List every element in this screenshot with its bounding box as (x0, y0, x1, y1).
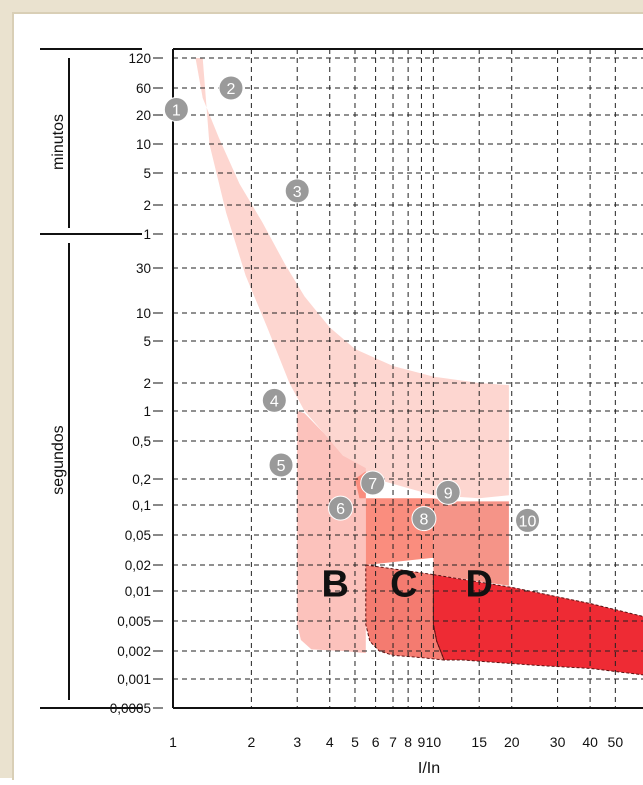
x-tick-label-20: 20 (504, 734, 520, 750)
y-tick-label-10: 2 (143, 376, 151, 391)
marker-label-2: 2 (227, 81, 236, 98)
y-tick-label-9: 5 (143, 334, 151, 349)
x-tick-label-15: 15 (471, 734, 487, 750)
y-tick-label-1: 60 (136, 81, 151, 96)
marker-label-3: 3 (293, 184, 302, 201)
tripping-curve-chart: 12060201052130105210,50,20,10,050,020,01… (40, 48, 643, 777)
x-tick-label-3: 3 (293, 734, 301, 750)
x-tick-label-50: 50 (608, 734, 624, 750)
x-tick-label-5: 5 (351, 734, 359, 750)
marker-circle-10 (515, 507, 541, 533)
y-tick-label-11: 1 (143, 404, 151, 419)
y-tick-label-2: 20 (136, 108, 151, 123)
x-tick-label-30: 30 (550, 734, 566, 750)
region-thermal-0 (195, 58, 509, 499)
chart-panel: 120 60 20 10 5 2 1 30 10 5 2 1 0,5 0,2 0,1 0,05 0,02 0,01… (12, 12, 643, 780)
y-tick-label-12: 0,5 (132, 434, 151, 449)
region-outline-5 (432, 574, 643, 676)
x-axis-title: I/In (418, 760, 440, 777)
marker-circle-7 (360, 470, 386, 496)
marker-circle-1 (163, 97, 189, 123)
x-tick-label-8: 8 (404, 734, 412, 750)
y-tick-label-15: 0,05 (125, 528, 151, 543)
y-tick-label-6: 1 (143, 227, 151, 242)
curve-label-b: B (322, 564, 349, 606)
marker-label-1: 1 (172, 103, 181, 120)
marker-circle-2 (218, 75, 244, 101)
marker-label-6: 6 (336, 501, 345, 518)
y-tick-label-5: 2 (143, 198, 151, 213)
x-tick-label-9: 9 (418, 734, 426, 750)
x-tick-label-1: 1 (169, 734, 177, 750)
y-tick-label-19: 0,002 (117, 644, 151, 659)
marker-label-8: 8 (419, 512, 428, 529)
y-tick-label-8: 10 (136, 306, 151, 321)
marker-circle-4 (261, 387, 287, 413)
x-tick-label-4: 4 (326, 734, 334, 750)
y-tick-label-20: 0,001 (117, 672, 151, 687)
y-tick-label-7: 30 (136, 261, 151, 276)
marker-label-5: 5 (277, 458, 286, 475)
marker-circle-9 (435, 479, 461, 505)
y-group-label-segundos: segundos (50, 425, 67, 494)
y-tick-label-18: 0,005 (117, 614, 151, 629)
y-tick-label-13: 0,2 (132, 472, 151, 487)
x-tick-label-6: 6 (372, 734, 380, 750)
marker-label-10: 10 (519, 513, 537, 530)
x-tick-label-10: 10 (426, 734, 442, 750)
marker-label-4: 4 (270, 393, 279, 410)
region-d-4 (433, 498, 509, 586)
y-tick-label-16: 0,02 (125, 558, 151, 573)
marker-circle-8 (411, 506, 437, 532)
x-tick-label-2: 2 (247, 734, 255, 750)
x-tick-label-40: 40 (582, 734, 598, 750)
x-tick-label-7: 7 (389, 734, 397, 750)
y-tick-label-14: 0,1 (132, 498, 151, 513)
marker-circle-5 (268, 452, 294, 478)
region-d-5 (433, 574, 643, 675)
marker-circle-3 (284, 178, 310, 204)
marker-label-7: 7 (368, 476, 377, 493)
y-group-label-minutos: minutos (50, 114, 67, 170)
y-tick-label-3: 10 (136, 137, 151, 152)
marker-circle-6 (328, 495, 354, 521)
curve-label-d: D (465, 564, 492, 606)
region-b-1 (297, 411, 366, 654)
region-c-3 (365, 565, 445, 660)
y-tick-label-0: 120 (128, 51, 151, 66)
y-tick-label-4: 5 (143, 166, 151, 181)
marker-label-9: 9 (444, 485, 453, 502)
curve-label-c: C (390, 564, 417, 606)
region-c-2 (355, 471, 434, 565)
y-tick-label-17: 0,01 (125, 584, 151, 599)
